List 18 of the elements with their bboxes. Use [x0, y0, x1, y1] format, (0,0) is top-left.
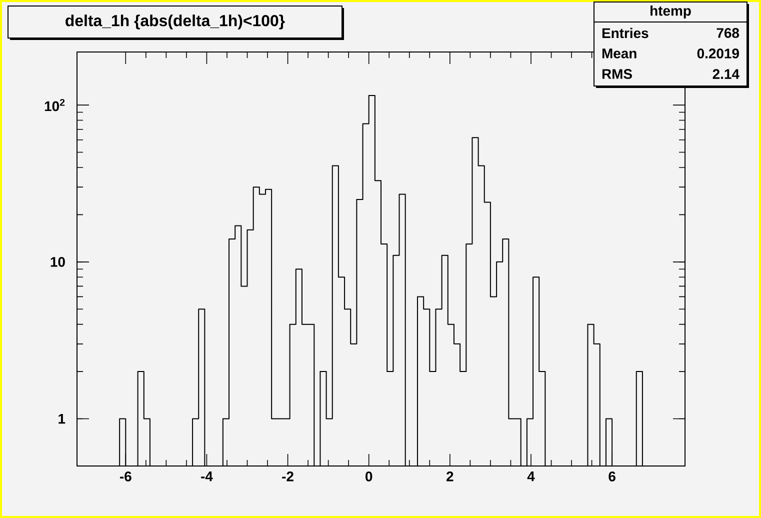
annotation: Mean	[602, 48, 636, 58]
text: 768	[716, 28, 740, 38]
x-tick-label: -4	[201, 472, 213, 482]
text: htemp	[650, 5, 691, 18]
x-tick-label: -2	[282, 471, 294, 482]
text: 0.2019	[697, 48, 739, 58]
text: 2.14	[712, 69, 740, 79]
annotation: RMS	[602, 69, 632, 79]
x-tick-label: 6	[608, 471, 616, 482]
x-tick-label: 2	[446, 471, 454, 482]
text: Entries	[602, 28, 648, 38]
chart-title: delta_1h {abs(delta_1h)<100}	[66, 14, 285, 30]
y-tick-label: 10	[50, 256, 65, 267]
y-tick-label: 10$^{2}$	[44, 98, 65, 112]
x-tick-label: 4	[527, 472, 535, 482]
x-tick-label: -6	[120, 471, 132, 482]
y-tick-label: 1	[58, 414, 66, 424]
x-tick-label: 0	[366, 471, 372, 482]
